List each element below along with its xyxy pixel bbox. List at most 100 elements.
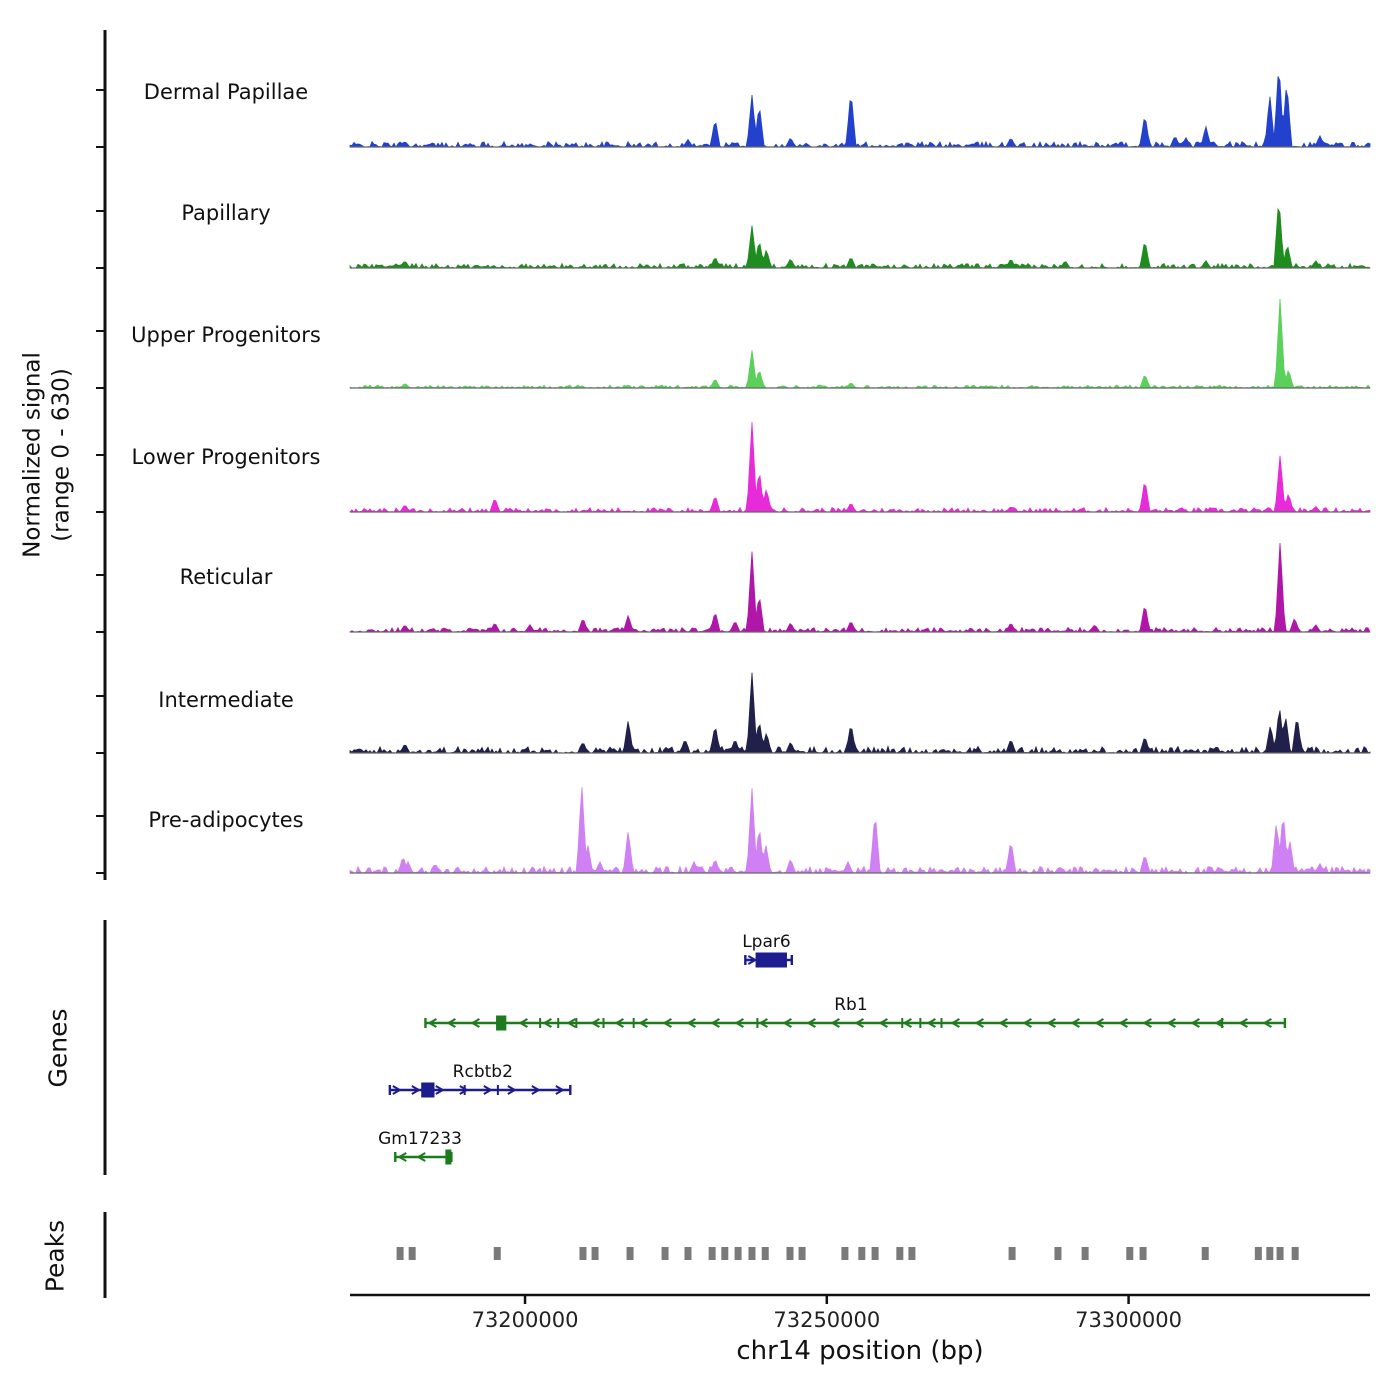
strand-arrow-icon	[950, 1018, 960, 1028]
peak-mark	[798, 1247, 806, 1260]
track-label-intermediate: Intermediate	[158, 688, 294, 712]
strand-arrow-icon	[614, 1018, 624, 1028]
strand-arrow-icon	[854, 1018, 864, 1028]
strand-arrow-icon	[902, 1018, 912, 1028]
peak-mark	[684, 1247, 692, 1260]
peak-mark	[761, 1247, 769, 1260]
peak-mark	[748, 1247, 756, 1260]
signal-area-3	[349, 422, 1371, 513]
gene-label: Rcbtb2	[453, 1062, 513, 1082]
strand-arrow-icon	[507, 1085, 517, 1095]
strand-arrow-icon	[1046, 1018, 1056, 1028]
strand-arrow-icon	[1070, 1018, 1080, 1028]
x-tick-label: 73200000	[472, 1308, 579, 1332]
peak-mark	[1008, 1247, 1016, 1260]
peak-mark	[786, 1247, 794, 1260]
strand-arrow-icon	[1262, 1018, 1272, 1028]
peak-mark	[661, 1247, 669, 1260]
track-label-reticular: Reticular	[179, 565, 273, 589]
strand-arrow-icon	[518, 1018, 528, 1028]
strand-arrow-icon	[1022, 1018, 1032, 1028]
track-label-dermal-papillae: Dermal Papillae	[143, 80, 309, 104]
strand-arrow-icon	[1238, 1018, 1248, 1028]
peak-mark	[721, 1247, 729, 1260]
gene-cds-box	[445, 1149, 452, 1165]
strand-arrow-icon	[446, 1018, 456, 1028]
strand-arrow-icon	[710, 1018, 720, 1028]
track-label-upper-progenitors: Upper Progenitors	[131, 323, 321, 347]
peaks-axis-label: Peaks	[40, 1219, 70, 1293]
gene-cds-box	[755, 952, 787, 968]
peak-mark	[841, 1247, 849, 1260]
strand-arrow-icon	[686, 1018, 696, 1028]
peak-mark	[1054, 1247, 1062, 1260]
strand-arrow-icon	[1118, 1018, 1128, 1028]
strand-arrow-icon	[806, 1018, 816, 1028]
strand-arrow-icon	[638, 1018, 648, 1028]
strand-arrow-icon	[998, 1018, 1008, 1028]
peak-mark	[579, 1247, 587, 1260]
signal-area-5	[349, 672, 1371, 755]
peak-mark	[1254, 1247, 1262, 1260]
x-axis-title: chr14 position (bp)	[736, 1336, 984, 1366]
peak-mark	[734, 1247, 742, 1260]
peak-mark	[1081, 1247, 1089, 1260]
strand-arrow-icon	[974, 1018, 984, 1028]
strand-arrow-icon	[392, 1085, 402, 1095]
track-label-pre-adipocytes: Pre-adipocytes	[148, 808, 304, 832]
strand-arrow-icon	[662, 1018, 672, 1028]
peak-mark	[708, 1247, 716, 1260]
gene-label: Gm17233	[378, 1129, 462, 1149]
strand-arrow-icon	[747, 955, 758, 965]
peak-mark	[1139, 1247, 1147, 1260]
strand-arrow-icon	[830, 1018, 840, 1028]
strand-arrow-icon	[758, 1018, 768, 1028]
strand-arrow-icon	[470, 1018, 480, 1028]
peak-mark	[1266, 1247, 1274, 1260]
strand-arrow-icon	[590, 1018, 600, 1028]
strand-arrow-icon	[1142, 1018, 1152, 1028]
strand-arrow-icon	[566, 1018, 576, 1028]
strand-arrow-icon	[542, 1018, 552, 1028]
track-label-papillary: Papillary	[181, 201, 271, 225]
gene-label: Lpar6	[742, 932, 791, 952]
signal-area-6	[349, 786, 1371, 875]
peak-mark	[396, 1247, 404, 1260]
strand-arrow-icon	[1094, 1018, 1104, 1028]
peak-mark	[858, 1247, 866, 1260]
strand-arrow-icon	[459, 1085, 469, 1095]
peak-mark	[1201, 1247, 1209, 1260]
peak-mark	[591, 1247, 599, 1260]
peak-mark	[908, 1247, 916, 1260]
strand-arrow-icon	[531, 1085, 541, 1095]
x-tick-label: 73300000	[1075, 1308, 1182, 1332]
track-label-lower-progenitors: Lower Progenitors	[131, 445, 321, 469]
strand-arrow-icon	[782, 1018, 792, 1028]
peak-mark	[1291, 1247, 1299, 1260]
peak-mark	[1276, 1247, 1284, 1260]
strand-arrow-icon	[1190, 1018, 1200, 1028]
strand-arrow-icon	[435, 1085, 445, 1095]
strand-arrow-icon	[734, 1018, 744, 1028]
peak-mark	[408, 1247, 416, 1260]
strand-arrow-icon	[427, 1018, 437, 1028]
signal-area-4	[349, 542, 1371, 633]
strand-arrow-icon	[483, 1085, 493, 1095]
peak-mark	[871, 1247, 879, 1260]
y-axis-label: Normalized signal (range 0 - 630)	[19, 352, 74, 558]
signal-area-0	[349, 76, 1371, 149]
strand-arrow-icon	[411, 1085, 421, 1095]
strand-arrow-icon	[926, 1018, 936, 1028]
signal-area-2	[349, 298, 1371, 389]
signal-area-1	[349, 207, 1371, 269]
strand-arrow-icon	[397, 1152, 407, 1162]
gene-cds-box	[496, 1015, 507, 1031]
peak-mark	[626, 1247, 634, 1260]
genes-axis-label: Genes	[43, 1008, 73, 1088]
strand-arrow-icon	[1214, 1018, 1224, 1028]
peak-mark	[1126, 1247, 1134, 1260]
strand-arrow-icon	[878, 1018, 888, 1028]
peak-mark	[896, 1247, 904, 1260]
